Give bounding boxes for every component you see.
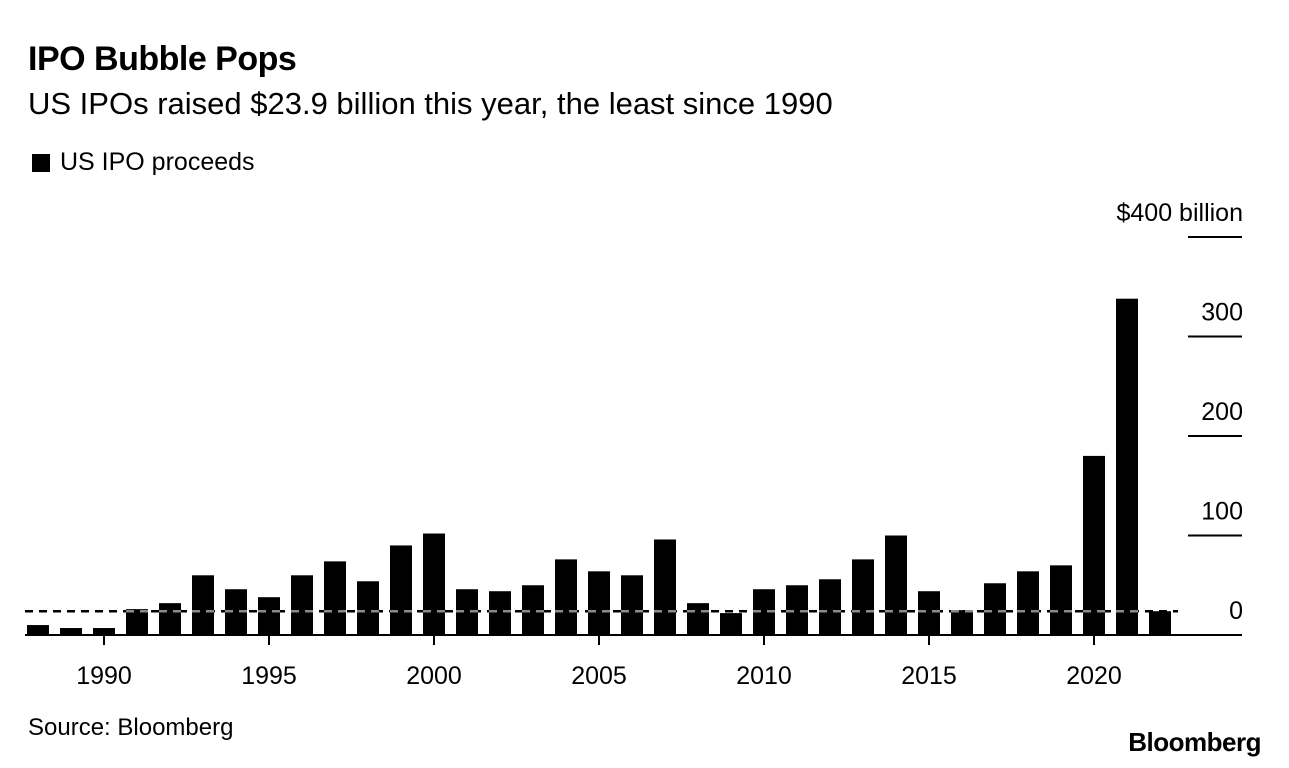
source-note: Source: Bloomberg bbox=[28, 714, 234, 741]
bar bbox=[984, 583, 1006, 635]
y-tick-label: 0 bbox=[1229, 597, 1243, 625]
bar bbox=[27, 625, 49, 635]
x-tick-label: 2005 bbox=[571, 662, 627, 690]
bar bbox=[720, 613, 742, 635]
bar bbox=[1083, 455, 1105, 635]
bar bbox=[819, 579, 841, 635]
x-tick-label: 1995 bbox=[241, 662, 297, 690]
y-tick-label: 300 bbox=[1201, 299, 1243, 327]
bar bbox=[357, 581, 379, 635]
bar bbox=[555, 559, 577, 635]
bar bbox=[159, 603, 181, 635]
bloomberg-logo: Bloomberg bbox=[1128, 727, 1261, 757]
bar bbox=[621, 575, 643, 635]
bar bbox=[390, 545, 412, 635]
bar bbox=[885, 535, 907, 635]
bar bbox=[126, 609, 148, 635]
bar bbox=[93, 628, 115, 635]
bar bbox=[1050, 565, 1072, 635]
bar bbox=[1017, 571, 1039, 635]
legend-label: US IPO proceeds bbox=[60, 148, 255, 176]
x-tick-label: 2010 bbox=[736, 662, 792, 690]
bar bbox=[423, 533, 445, 635]
x-tick-label: 1990 bbox=[76, 662, 132, 690]
legend-swatch bbox=[32, 153, 50, 172]
bar bbox=[489, 591, 511, 635]
y-tick-label: $400 billion bbox=[1117, 199, 1244, 227]
bar bbox=[1149, 611, 1171, 635]
bar bbox=[258, 597, 280, 635]
bar bbox=[654, 539, 676, 635]
legend: US IPO proceeds bbox=[32, 148, 255, 177]
bar bbox=[192, 575, 214, 635]
chart-title: IPO Bubble Pops bbox=[28, 40, 297, 78]
bar bbox=[918, 591, 940, 635]
bar bbox=[951, 610, 973, 635]
bar bbox=[588, 571, 610, 635]
bar bbox=[291, 575, 313, 635]
x-tick-label: 2015 bbox=[901, 662, 957, 690]
y-tick-label: 100 bbox=[1201, 498, 1243, 526]
bar bbox=[60, 628, 82, 635]
bar bbox=[1116, 298, 1138, 635]
chart-subtitle: US IPOs raised $23.9 billion this year, … bbox=[28, 86, 833, 121]
x-tick-label: 2020 bbox=[1066, 662, 1122, 690]
bar bbox=[753, 589, 775, 635]
bar bbox=[852, 559, 874, 635]
y-tick-label: 200 bbox=[1201, 398, 1243, 426]
bar bbox=[687, 603, 709, 635]
bar bbox=[324, 561, 346, 635]
x-tick-label: 2000 bbox=[406, 662, 462, 690]
